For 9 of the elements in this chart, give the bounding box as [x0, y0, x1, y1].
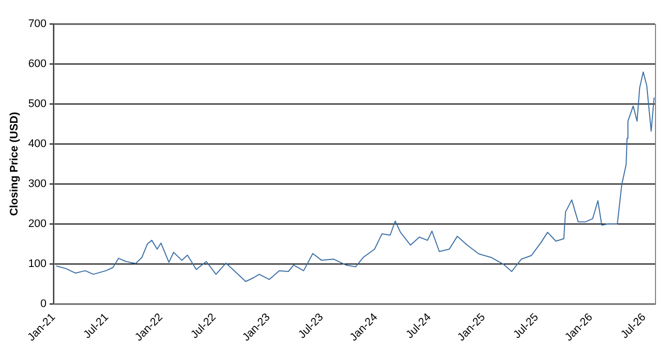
y-tick-label: 100 — [28, 258, 47, 270]
y-tick-label: 400 — [28, 138, 47, 150]
y-tick-label: 700 — [28, 18, 47, 30]
y-tick-label: 200 — [28, 218, 47, 230]
y-tick-label: 500 — [28, 98, 47, 110]
y-axis-title: Closing Price (USD) — [8, 112, 21, 216]
y-tick-label: 0 — [40, 298, 47, 310]
y-tick-label: 600 — [28, 58, 47, 70]
y-tick-label: 300 — [28, 178, 47, 190]
